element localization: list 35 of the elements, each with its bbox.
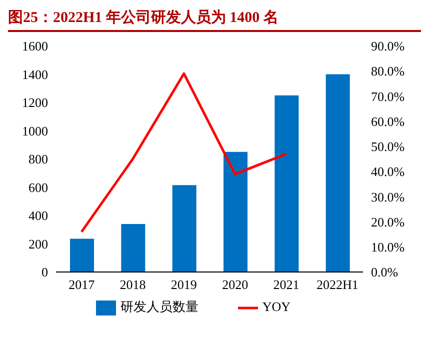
y2-tick-label: 70.0% <box>371 88 405 104</box>
x-tick-label: 2022H1 <box>316 277 358 292</box>
y-tick-label: 1200 <box>22 95 48 110</box>
bar <box>326 74 350 272</box>
bar <box>274 95 299 272</box>
y2-tick-label: 20.0% <box>371 214 405 230</box>
y-tick-label: 200 <box>28 236 48 252</box>
bar <box>172 185 196 272</box>
y2-tick-label: 10.0% <box>371 239 405 254</box>
bar <box>121 224 146 272</box>
x-tick-label: 2019 <box>170 277 197 292</box>
y2-tick-label: 40.0% <box>371 164 405 180</box>
legend-label: 研发人员数量 <box>120 298 198 314</box>
bar <box>224 152 248 272</box>
y2-tick-label: 30.0% <box>371 189 405 204</box>
y-tick-label: 400 <box>28 208 48 224</box>
y-tick-label: 1000 <box>22 123 48 138</box>
y2-tick-label: 90.0% <box>371 38 405 54</box>
y-tick-label: 1400 <box>22 66 48 82</box>
chart-title: 图25：2022H1 年公司研发人员为 1400 名 <box>8 8 421 32</box>
y2-tick-label: 80.0% <box>371 64 405 79</box>
x-tick-label: 2021 <box>273 277 300 292</box>
x-tick-label: 2017 <box>68 277 96 292</box>
x-tick-label: 2018 <box>120 277 146 292</box>
y2-tick-label: 0.0% <box>371 264 398 280</box>
bar <box>70 238 94 272</box>
y2-tick-label: 50.0% <box>371 139 405 154</box>
y-tick-label: 0 <box>42 264 48 280</box>
legend-label: YOY <box>262 298 291 314</box>
line-series <box>80 72 288 234</box>
y-tick-label: 600 <box>28 180 48 195</box>
y2-tick-label: 60.0% <box>371 114 405 129</box>
y-tick-label: 800 <box>28 152 48 167</box>
y-tick-label: 1600 <box>22 38 48 54</box>
x-tick-label: 2020 <box>222 277 248 292</box>
